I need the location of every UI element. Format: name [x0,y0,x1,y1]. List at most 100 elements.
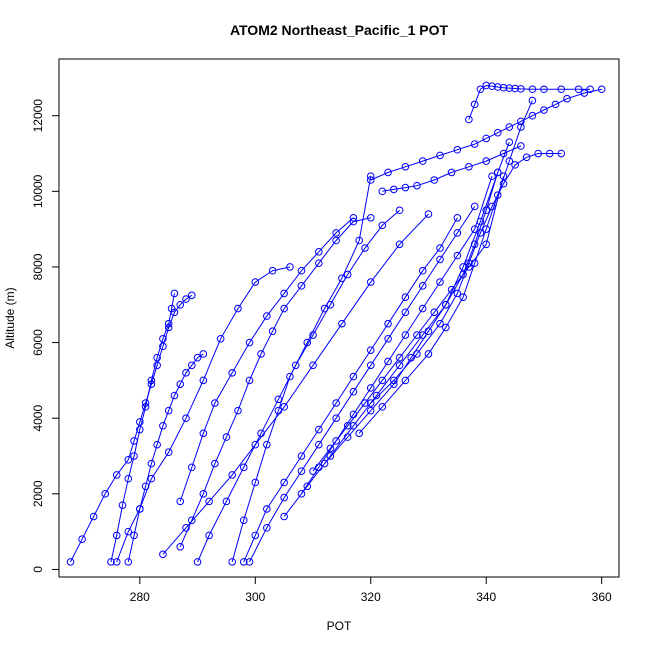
data-point [540,85,548,94]
data-point [390,185,398,194]
data-point [493,83,502,91]
data-point [401,308,410,317]
x-tick-label: 280 [130,590,150,604]
data-point [343,421,352,430]
data-point [349,214,358,222]
profile-series [320,138,514,468]
data-point [499,149,508,158]
data-point [153,440,161,449]
data-point [211,399,219,407]
data-point [361,399,369,407]
data-point [193,353,202,362]
data-point [176,542,185,551]
data-point [176,300,185,309]
data-point [482,240,491,249]
data-point [239,558,248,566]
profile-series [309,172,508,475]
data-point [66,558,75,566]
data-point [332,236,340,245]
data-point [332,414,340,422]
data-point [517,117,525,126]
profile-series [176,214,358,506]
data-point [557,149,566,158]
data-point [442,300,450,309]
data-point [395,240,404,249]
profile-series [66,291,196,566]
data-point [297,452,306,460]
data-point [309,361,317,370]
data-point [320,304,329,313]
data-point [326,452,335,460]
data-point [245,338,254,347]
y-tick-label: 10000 [31,174,45,208]
data-point [136,505,144,513]
series-line [162,213,429,555]
data-point [378,403,387,411]
data-point [251,531,260,540]
data-point [534,149,542,158]
data-point [199,350,208,358]
data-point [597,85,606,94]
data-point [465,259,473,267]
data-point [297,467,306,475]
data-point [78,535,86,543]
data-point [280,512,288,521]
data-point [540,106,548,114]
data-point [355,429,364,438]
data-point [326,444,335,453]
data-point [511,84,519,93]
series-line [243,217,458,563]
data-point [314,440,323,449]
data-point [378,221,387,230]
data-point [297,266,306,275]
data-point [384,334,392,343]
data-point [182,414,190,422]
data-point [153,353,161,362]
data-point [482,206,491,215]
plot-area [66,81,606,566]
data-point [245,558,254,566]
data-point [136,418,144,426]
data-point [170,308,179,317]
data-point [280,304,288,313]
data-point [488,202,496,211]
data-point [245,376,254,385]
data-point [470,140,479,148]
data-point [291,361,300,370]
data-point [505,123,514,131]
data-point [112,471,121,479]
data-point [413,350,421,358]
data-point [349,421,358,430]
data-point [395,206,404,215]
data-point [482,225,491,233]
data-point [470,202,479,211]
data-point [493,128,502,137]
data-point [187,516,196,525]
data-point [280,478,288,487]
x-tick-label: 320 [361,590,381,604]
profile-series [378,142,525,196]
data-point [355,236,364,245]
data-point [476,217,485,226]
data-point [205,531,213,540]
data-point [124,474,133,483]
data-point [436,255,444,264]
data-point [436,319,444,328]
series-line [127,353,204,563]
data-point [182,369,190,377]
data-point [442,323,450,332]
data-point [159,342,167,351]
profile-series [355,96,537,438]
data-point [303,482,312,491]
data-point [528,96,537,105]
data-point [384,319,392,328]
data-point [338,319,346,328]
data-point [170,391,179,400]
data-point [176,497,185,506]
data-point [234,304,242,313]
series-line [324,142,510,464]
data-point [147,474,156,483]
data-point [366,384,375,392]
data-point [447,168,456,177]
